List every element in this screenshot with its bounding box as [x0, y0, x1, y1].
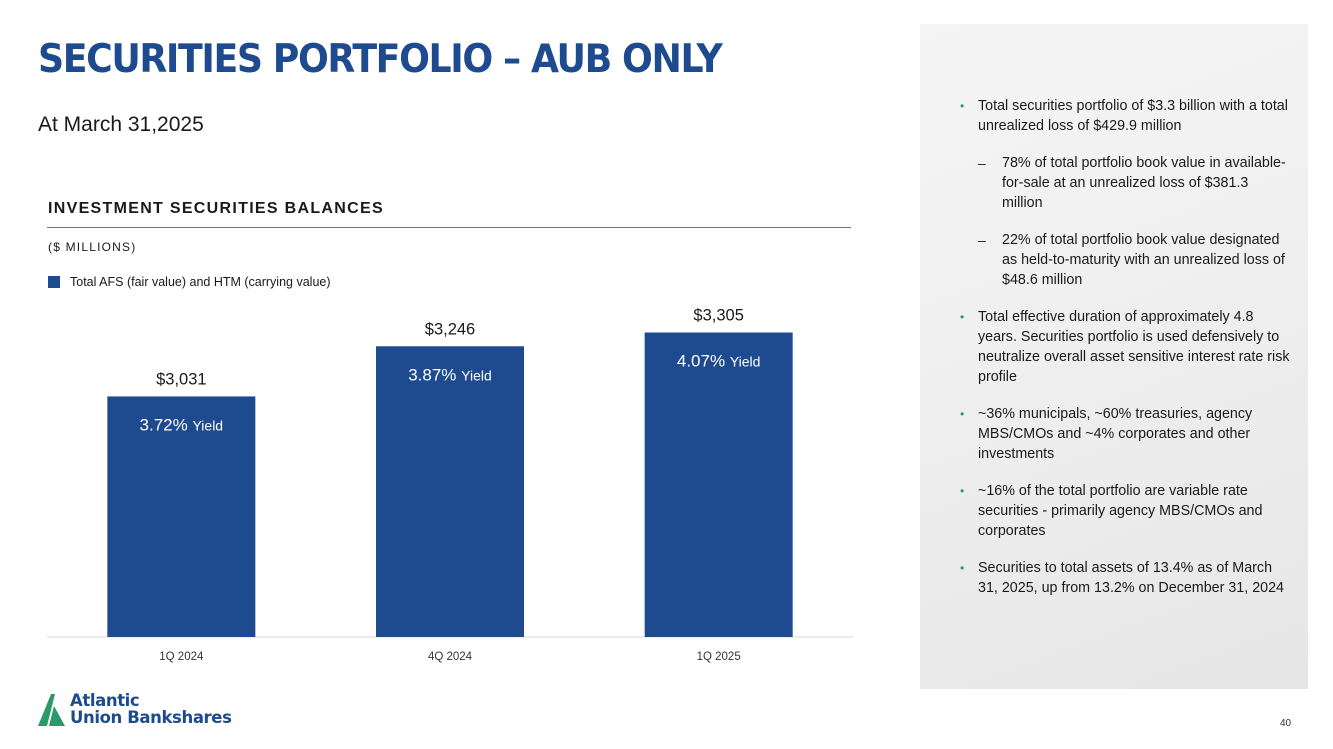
bar-yield-label: 3.72% Yield — [140, 415, 224, 434]
bullet-marker: • — [960, 484, 965, 498]
bullet-text: 78% of total portfolio book value in ava… — [1002, 155, 1286, 211]
bullet-text: ~16% of the total portfolio are variable… — [978, 483, 1263, 539]
bullet-text: ~36% municipals, ~60% treasuries, agency… — [978, 406, 1253, 462]
bar — [644, 332, 793, 637]
bullet-marker: • — [960, 99, 965, 113]
page-number: 40 — [1280, 718, 1292, 729]
x-tick-label: 1Q 2025 — [697, 651, 741, 663]
legend-swatch — [48, 276, 60, 288]
key-points-panel: • Total securities portfolio of $3.3 bill… — [920, 24, 1308, 689]
bar-value-label: $3,246 — [425, 320, 475, 338]
bar-value-label: $3,305 — [693, 307, 743, 325]
chart-section-title: INVESTMENT SECURITIES BALANCES — [48, 200, 384, 217]
bullet-item: • Securities to total assets of 13.4% as … — [960, 558, 1290, 598]
page-subtitle: At March 31,2025 — [38, 113, 204, 136]
company-logo: Atlantic Union Bankshares — [38, 692, 232, 726]
logo-line-1: Atlantic — [70, 691, 140, 710]
bullet-text: Securities to total assets of 13.4% as o… — [978, 560, 1284, 596]
dash-marker: – — [978, 232, 986, 248]
x-tick-label: 1Q 2024 — [159, 651, 204, 663]
bullet-text: Total effective duration of approximatel… — [978, 309, 1290, 385]
securities-bar-chart: $3,031 3.72% Yield 1Q 2024 $3,246 3.87% Yiel… — [47, 307, 853, 663]
logo-line-2: Union Bankshares — [70, 708, 232, 727]
bullet-item: • ~36% municipals, ~60% treasuries, agenc… — [960, 404, 1290, 464]
section-divider — [47, 227, 851, 228]
bullet-item: • ~16% of the total portfolio are variabl… — [960, 481, 1290, 541]
legend-label: Total AFS (fair value) and HTM (carrying… — [70, 275, 331, 289]
sub-bullet-item: –78% of total portfolio book value in av… — [960, 153, 1290, 213]
sub-bullet-item: –22% of total portfolio book value desig… — [960, 230, 1290, 290]
chart-legend: Total AFS (fair value) and HTM (carrying… — [48, 275, 331, 289]
bullet-marker: • — [960, 407, 965, 421]
x-tick-label: 4Q 2024 — [428, 651, 473, 663]
chart-units-label: ($ MILLIONS) — [48, 240, 137, 254]
bullet-item: • Total effective duration of approximate… — [960, 307, 1290, 387]
bar-yield-label: 4.07% Yield — [677, 352, 761, 371]
bullet-text: 22% of total portfolio book value design… — [1002, 232, 1285, 288]
bullet-item: • Total securities portfolio of $3.3 bill… — [960, 96, 1290, 136]
bar-yield-label: 3.87% Yield — [408, 365, 492, 384]
bullet-marker: • — [960, 561, 965, 575]
key-points-list: • Total securities portfolio of $3.3 bill… — [960, 96, 1290, 615]
bullet-marker: • — [960, 310, 965, 324]
bar-value-label: $3,031 — [156, 370, 206, 388]
bullet-text: Total securities portfolio of $3.3 billi… — [978, 98, 1288, 134]
logo-mark-icon — [38, 694, 65, 726]
bar — [107, 396, 256, 637]
bar — [376, 346, 524, 637]
dash-marker: – — [978, 155, 986, 171]
page-title: SECURITIES PORTFOLIO – AUB ONLY — [38, 37, 723, 82]
